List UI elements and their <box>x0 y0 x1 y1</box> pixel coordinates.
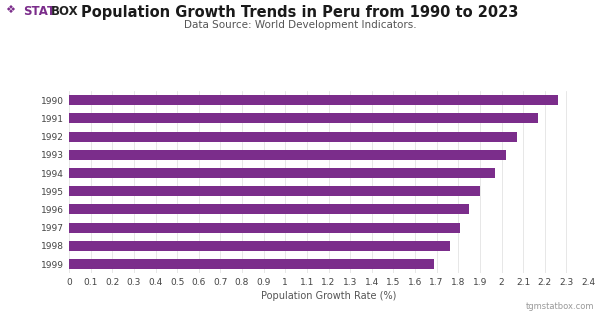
Bar <box>69 241 449 251</box>
Bar <box>69 150 506 160</box>
Text: Data Source: World Development Indicators.: Data Source: World Development Indicator… <box>184 20 416 30</box>
Bar <box>69 168 495 178</box>
Bar <box>69 223 460 233</box>
Text: tgmstatbox.com: tgmstatbox.com <box>526 302 594 311</box>
Text: BOX: BOX <box>51 5 79 18</box>
X-axis label: Population Growth Rate (%): Population Growth Rate (%) <box>261 291 396 301</box>
Bar <box>69 95 558 105</box>
Bar <box>69 259 434 269</box>
Bar <box>69 204 469 214</box>
Text: STAT: STAT <box>23 5 55 18</box>
Text: Population Growth Trends in Peru from 1990 to 2023: Population Growth Trends in Peru from 19… <box>82 5 518 20</box>
Bar <box>69 113 538 123</box>
Bar <box>69 186 480 196</box>
Text: ❖: ❖ <box>5 5 15 15</box>
Bar <box>69 132 517 142</box>
